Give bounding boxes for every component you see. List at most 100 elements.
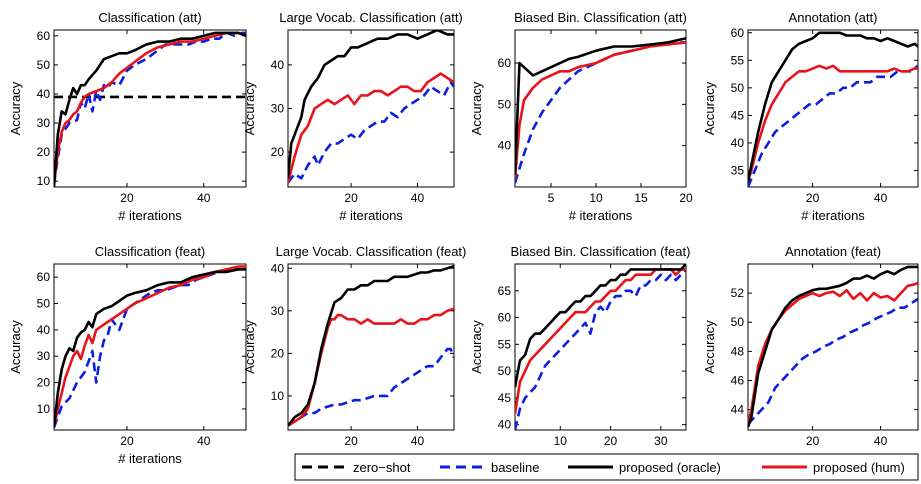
y-tick-label: 60 [498,56,512,70]
y-tick-label: 30 [37,349,51,363]
panel-4: 20 40 10 20 30 40 50 60 Classification (feat) # i… [8,244,247,466]
y-tick-label: 60 [37,29,51,43]
series-line-baseline [288,81,454,184]
panel-title: Annotation (feat) [785,244,881,259]
series-line-oracle [288,264,454,427]
y-tick-label: 50 [731,81,745,95]
series-group [515,37,686,184]
series-line-baseline [748,64,918,187]
series-line-oracle [54,31,246,187]
y-tick-label: 40 [731,136,745,150]
y-tick-label: 10 [271,389,285,403]
panel-1: 20 40 20 30 40 Large Vocab. Classification (a… [242,10,463,223]
y-tick-label: 45 [731,108,745,122]
x-axis-label: # iterations [801,208,865,223]
y-tick-label: 10 [37,402,51,416]
x-tick-label: 20 [806,191,820,205]
series-group [748,31,918,187]
x-tick-label: 20 [344,434,358,448]
y-axis-label: Accuracy [242,320,257,374]
panel-title: Large Vocab. Classification (feat) [276,244,467,259]
y-tick-label: 50 [37,297,51,311]
series-line-hum [54,265,246,428]
x-tick-label: 40 [874,434,888,448]
series-line-oracle [515,37,686,175]
y-tick-label: 50 [498,97,512,111]
x-axis-label: # iterations [569,208,633,223]
legend-label-baseline: baseline [491,460,539,475]
x-axis-label: # iterations [118,208,182,223]
x-tick-label: 20 [344,191,358,205]
y-axis-label: Accuracy [8,81,23,135]
y-tick-label: 40 [271,58,285,72]
y-tick-label: 60 [731,26,745,40]
plot-frame [287,29,455,188]
series-line-oracle [748,265,918,428]
panel-5: 20 40 10 20 30 40 Large Vocab. Classification … [242,244,466,448]
panel-2: 5 10 15 20 40 50 60 Biased Bin. Classification … [469,10,693,223]
legend-label-hum: proposed (hum) [813,460,905,475]
x-tick-label: 20 [120,434,134,448]
legend-label-zero-shot: zero−shot [353,460,411,475]
plot-frame [514,263,687,431]
x-tick-label: 10 [589,191,603,205]
y-tick-label: 30 [271,304,285,318]
series-group [54,31,246,187]
y-tick-label: 30 [37,116,51,130]
series-line-baseline [515,41,686,184]
series-line-baseline [515,268,686,430]
series-line-hum [748,64,918,182]
y-tick-label: 50 [37,58,51,72]
y-tick-label: 50 [731,315,745,329]
series-line-hum [288,72,454,183]
x-tick-label: 15 [634,191,648,205]
y-tick-label: 40 [37,87,51,101]
y-axis-label: Accuracy [702,320,717,374]
series-line-oracle [54,267,246,428]
x-tick-label: 20 [604,434,618,448]
y-tick-label: 40 [37,323,51,337]
y-tick-label: 40 [271,261,285,275]
panel-title: Biased Bin. Classification (feat) [511,244,691,259]
x-tick-label: 40 [197,434,211,448]
series-line-baseline [288,347,454,427]
plot-frame [53,29,247,188]
y-axis-label: Accuracy [702,81,717,135]
x-axis-label: # iterations [339,208,403,223]
series-group [288,30,454,184]
series-line-hum [748,281,918,425]
series-line-hum [515,268,686,415]
y-axis-label: Accuracy [469,81,484,135]
y-tick-label: 10 [37,174,51,188]
panels: 20 40 10 20 30 40 50 60 Classification (att) # it… [8,10,919,466]
y-tick-label: 20 [271,145,285,159]
y-tick-label: 35 [731,163,745,177]
y-tick-label: 65 [498,284,512,298]
x-tick-label: 40 [197,191,211,205]
legend-label-oracle: proposed (oracle) [619,460,721,475]
x-tick-label: 40 [874,191,888,205]
series-line-oracle [288,30,454,179]
y-tick-label: 44 [731,403,745,417]
panel-title: Annotation (att) [789,10,878,25]
x-tick-label: 30 [654,434,668,448]
series-line-oracle [748,31,918,182]
x-tick-label: 10 [554,434,568,448]
y-tick-label: 50 [498,364,512,378]
plot-frame [53,263,247,431]
panel-6: 10 20 30 40 45 50 55 60 65 Biased Bin. Classifica… [469,244,690,448]
panel-3: 20 40 35 40 45 50 55 60 Annotation (att) # iterat… [702,10,919,223]
y-axis-label: Accuracy [8,320,23,374]
plot-frame [747,29,919,188]
y-tick-label: 40 [498,139,512,153]
y-tick-label: 48 [731,344,745,358]
y-tick-label: 60 [498,311,512,325]
series-line-oracle [515,264,686,388]
series-group [515,264,686,430]
y-tick-label: 30 [271,102,285,116]
panel-title: Large Vocab. Classification (att) [279,10,463,25]
series-group [748,265,918,428]
y-tick-label: 20 [37,376,51,390]
plot-frame [747,263,919,431]
